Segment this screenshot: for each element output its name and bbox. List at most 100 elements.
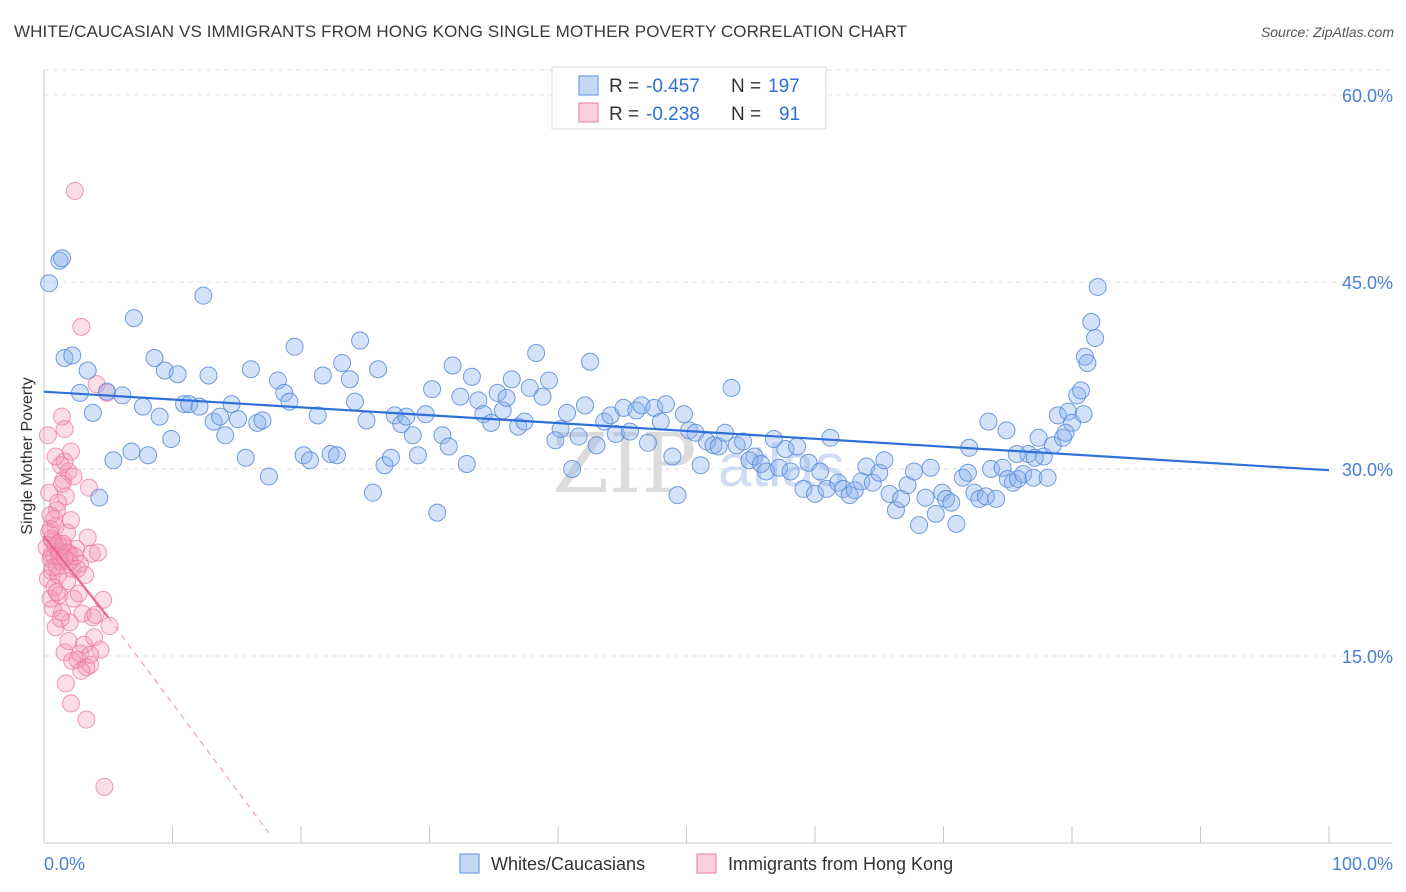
data-point-hong-kong [45,509,64,528]
data-point-whites [745,447,764,466]
data-point-whites [674,405,693,424]
data-point-whites [443,356,462,375]
data-point-whites [916,488,935,507]
data-point-hong-kong [88,543,107,562]
data-point-whites [40,274,59,293]
data-point-whites [1014,464,1033,483]
data-point-hong-kong [65,181,84,200]
data-point-whites [734,432,753,451]
data-point-whites [63,346,82,365]
data-point-whites [794,479,813,498]
bottom-legend-label-whites: Whites/Caucasians [491,854,645,874]
data-point-whites [958,463,977,482]
data-point-whites [1086,329,1105,348]
data-point-whites [313,366,332,385]
data-point-whites [953,468,972,487]
data-point-hong-kong [52,603,71,622]
data-point-whites [910,516,929,535]
data-point-hong-kong [41,519,60,538]
data-point-whites [1056,423,1075,442]
trend-line-whites [43,390,1330,472]
data-point-hong-kong [64,589,83,608]
data-point-whites [363,483,382,502]
data-point-whites [285,337,304,356]
data-point-whites [194,286,213,305]
data-point-whites [840,486,859,505]
data-point-hong-kong [72,661,91,680]
data-point-whites [275,383,294,402]
data-point-whites [124,309,143,328]
data-point-whites [462,367,481,386]
data-point-whites [520,378,539,397]
data-point-whites [162,430,181,449]
data-point-whites [133,397,152,416]
data-point-whites [1038,468,1057,487]
x-tick-label-min: 0.0% [44,854,85,874]
data-point-hong-kong [94,590,113,609]
data-point-whites [527,344,546,363]
data-point-whites [122,442,141,461]
data-point-hong-kong [61,694,80,713]
data-point-whites [979,412,998,431]
data-point-whites [638,433,657,452]
data-point-whites [781,462,800,481]
legend-n-label-whites: N = [731,76,761,97]
data-point-hong-kong [49,493,68,512]
data-point-whites [1071,381,1090,400]
data-point-hong-kong [61,442,80,461]
data-point-whites [533,387,552,406]
data-point-whites [199,366,218,385]
legend-r-value-whites: -0.457 [646,76,700,97]
data-point-whites [321,445,340,464]
svg-text:R = -0.238 N =: R = -0.238 N = 91 [609,104,800,125]
data-point-whites [423,380,442,399]
data-point-whites [620,422,639,441]
data-point-whites [78,361,97,380]
data-point-hong-kong [78,528,97,547]
data-point-whites [52,249,71,268]
data-point-whites [546,431,565,450]
data-point-whites [469,391,488,410]
y-tick-label: 45.0% [1342,273,1393,293]
data-point-hong-kong [81,645,100,664]
data-point-hong-kong [50,585,69,604]
data-point-whites [656,395,675,414]
data-point-whites [236,448,255,467]
data-point-whites [764,430,783,449]
data-point-whites [300,451,319,470]
data-point-hong-kong [47,583,66,602]
svg-text:R = -0.457 N =: R = -0.457 N = 197 [609,76,800,97]
data-point-whites [253,411,272,430]
legend-n-value-whites: 197 [768,76,800,97]
data-point-whites [587,436,606,455]
y-tick-label: 60.0% [1342,86,1393,106]
data-point-whites [381,448,400,467]
data-point-whites [333,353,352,372]
source-credit: Source: ZipAtlas.com [1260,24,1394,40]
data-point-whites [1074,405,1093,424]
data-point-hong-kong [52,474,71,493]
bottom-legend-label-hong-kong: Immigrants from Hong Kong [728,854,953,874]
data-point-hong-kong [60,613,79,632]
data-point-whites [770,458,789,477]
data-point-hong-kong [73,604,92,623]
data-point-whites [575,396,594,415]
data-point-whites [1078,353,1097,372]
data-point-hong-kong [43,558,62,577]
data-point-hong-kong [46,618,65,637]
x-axis-ticks [172,826,1330,843]
series-whites-points [40,249,1107,535]
data-point-hong-kong [59,632,78,651]
legend-swatch-whites [578,75,599,96]
data-point-whites [375,456,394,475]
data-point-whites [982,459,1001,478]
data-point-whites [90,488,109,507]
data-point-whites [627,401,646,420]
data-point-whites [811,462,830,481]
data-point-whites [651,412,670,431]
data-point-whites [1088,277,1107,296]
data-point-whites [1007,445,1026,464]
data-point-whites [581,352,600,371]
top-legend: R = -0.457 N = 197 R = -0.238 N = 91 [551,66,827,130]
data-point-hong-kong [69,584,88,603]
